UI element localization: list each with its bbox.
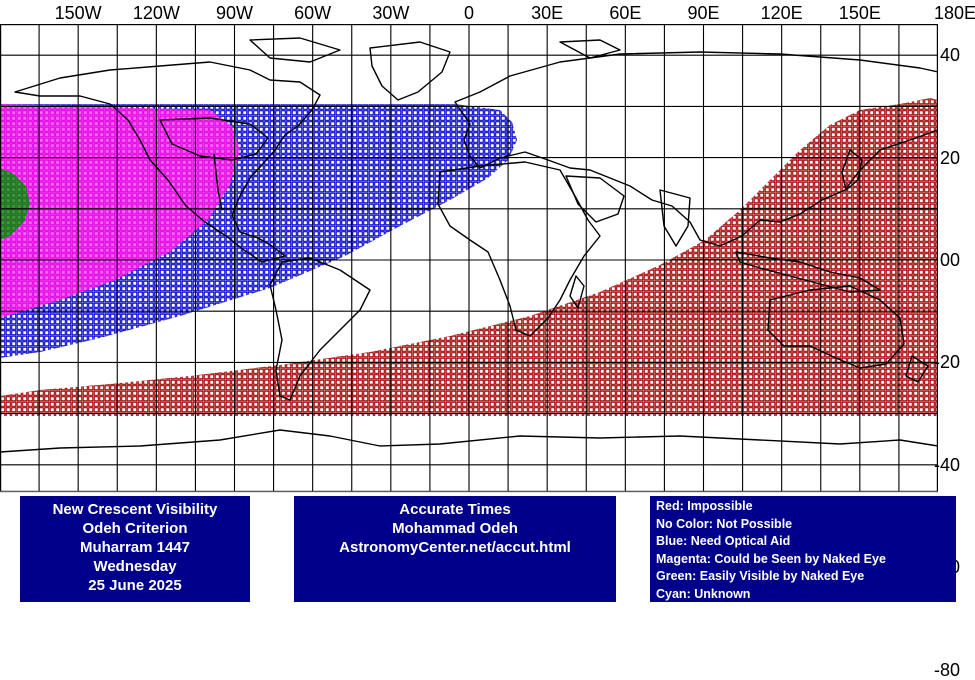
latitude-label: -40 xyxy=(934,454,961,475)
legend-item-red: Red: Impossible xyxy=(656,499,753,513)
longitude-label: 150W xyxy=(54,3,102,23)
title-panel: New Crescent Visibility Odeh Criterion M… xyxy=(20,496,250,602)
credits-title-line: Accurate Times xyxy=(399,501,511,518)
date-line: 25 June 2025 xyxy=(88,577,182,594)
longitude-label: 90E xyxy=(687,3,720,23)
visibility-map xyxy=(0,24,938,493)
latitude-label: -20 xyxy=(934,352,961,373)
longitude-label: 30W xyxy=(372,3,410,23)
longitude-label: 120E xyxy=(760,3,803,23)
legend-item-cyan: Cyan: Unknown xyxy=(656,586,751,601)
map-grid xyxy=(0,24,938,492)
legend-item-green: Green: Easily Visible by Naked Eye xyxy=(656,569,865,584)
legend-panel: Red: Impossible No Color: Not Possible B… xyxy=(650,496,956,602)
longitude-label: 120W xyxy=(132,3,180,23)
criterion-line: Odeh Criterion xyxy=(82,520,188,537)
longitude-label: 60W xyxy=(294,3,332,23)
legend-item-no-color: No Color: Not Possible xyxy=(656,516,793,531)
latitude-label: -80 xyxy=(934,659,961,680)
longitude-label: 150E xyxy=(838,3,881,23)
author-line: Mohammad Odeh xyxy=(392,520,518,537)
longitude-label: 0 xyxy=(463,3,475,23)
title-line: New Crescent Visibility xyxy=(52,501,218,518)
coastlines xyxy=(0,37,938,453)
credits-panel: Accurate Times Mohammad Odeh AstronomyCe… xyxy=(294,496,616,602)
latitude-label: 00 xyxy=(940,250,961,270)
longitude-label: 60E xyxy=(609,3,642,23)
longitude-label: 180E xyxy=(933,3,975,23)
longitude-label: 90W xyxy=(215,3,254,23)
legend-item-magenta: Magenta: Could be Seen by Naked Eye xyxy=(656,551,886,566)
latitude-label: 20 xyxy=(940,147,961,168)
hijri-month-line: Muharram 1447 xyxy=(79,539,191,556)
legend-item-blue: Blue: Need Optical Aid xyxy=(656,534,791,549)
longitude-label: 30E xyxy=(531,3,564,23)
zone-easily-visible-green xyxy=(0,168,30,240)
website-link[interactable]: AstronomyCenter.net/accut.html xyxy=(339,539,571,556)
latitude-label: 40 xyxy=(940,45,961,66)
weekday-line: Wednesday xyxy=(93,558,177,575)
